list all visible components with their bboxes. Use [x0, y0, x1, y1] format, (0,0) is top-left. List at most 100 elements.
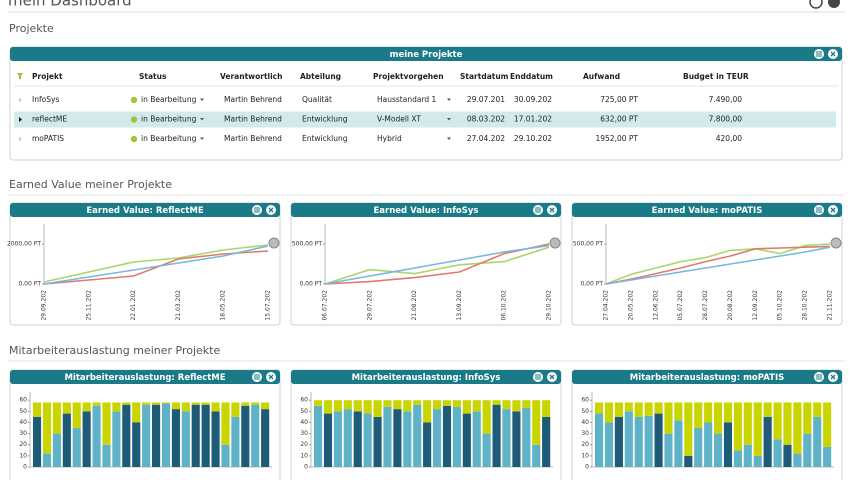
- series-line: [43, 250, 269, 285]
- bar-segment: [823, 446, 832, 467]
- y-tick-label: 20: [300, 441, 308, 448]
- bar-segment: [753, 402, 762, 456]
- bar-segment: [614, 402, 623, 417]
- bar-segment: [763, 402, 772, 417]
- bar-segment: [201, 404, 210, 467]
- table-cell: in Bearbeitung: [141, 95, 197, 104]
- x-tick-label: 20.05.202: [627, 290, 634, 321]
- bar-segment: [522, 408, 531, 467]
- bar-segment: [231, 416, 240, 467]
- bar-segment: [181, 411, 190, 467]
- panel-header: [10, 47, 842, 61]
- bar-segment: [373, 400, 382, 417]
- section-title: Earned Value meiner Projekte: [9, 178, 172, 191]
- y-tick-label: 30: [581, 430, 589, 437]
- y-tick-label: 50: [300, 408, 308, 415]
- dropdown-arrow[interactable]: [200, 118, 204, 121]
- bar-segment: [714, 433, 723, 467]
- bar-segment: [112, 411, 121, 467]
- bar-segment: [542, 416, 551, 467]
- x-tick-label: 29.10.202: [546, 290, 553, 321]
- bar-segment: [82, 402, 91, 412]
- x-tick-label: 06.10.202: [501, 290, 508, 321]
- bar-segment: [644, 415, 653, 467]
- table-cell: reflectME: [32, 115, 67, 124]
- close-icon: [830, 374, 836, 380]
- bar-segment: [753, 455, 762, 467]
- dropdown-arrow[interactable]: [200, 137, 204, 141]
- table-cell: V-Modell XT: [377, 115, 421, 124]
- y-tick-label: 500,00 PT: [292, 241, 323, 248]
- table-cell: InfoSys: [32, 95, 59, 104]
- x-tick-label: 28.10.202: [802, 290, 809, 321]
- bar-segment: [512, 400, 521, 412]
- bar-segment: [393, 400, 402, 410]
- x-tick-label: 21.11.202: [827, 290, 834, 321]
- bar-segment: [152, 402, 161, 405]
- dropdown-arrow[interactable]: [447, 118, 451, 121]
- bar-segment: [191, 404, 200, 467]
- y-tick-label: 500,00 PT: [573, 241, 604, 248]
- gauge-icon: [268, 237, 280, 249]
- bar-segment: [644, 402, 653, 416]
- settings-button[interactable]: [809, 0, 823, 9]
- series-line: [43, 245, 269, 285]
- bar-segment: [793, 453, 802, 467]
- bar-segment: [423, 422, 432, 467]
- bar-segment: [783, 402, 792, 445]
- bar-segment: [803, 433, 812, 467]
- bar-segment: [211, 411, 220, 467]
- bar-segment: [823, 402, 832, 447]
- status-dot: [130, 116, 138, 123]
- bar-segment: [102, 402, 111, 445]
- bar-segment: [604, 422, 614, 467]
- y-tick-label: 10: [581, 452, 589, 459]
- bar-segment: [171, 409, 180, 467]
- bar-segment: [763, 416, 772, 467]
- table-cell: Martin Behrend: [224, 134, 282, 143]
- table-row[interactable]: [14, 92, 836, 108]
- table-cell: Martin Behrend: [224, 95, 282, 104]
- bar-segment: [472, 411, 481, 467]
- bar-segment: [783, 444, 792, 467]
- y-tick-label: 10: [300, 452, 308, 459]
- menu-icon: [816, 51, 822, 57]
- bar-segment: [793, 402, 802, 454]
- dropdown-arrow[interactable]: [447, 137, 451, 141]
- bar-segment: [723, 422, 733, 467]
- bar-segment: [122, 402, 131, 405]
- x-tick-label: 29.07.202: [366, 290, 373, 321]
- bar-segment: [452, 400, 461, 407]
- table-cell: 632,00 PT: [600, 115, 638, 124]
- selected-row[interactable]: [14, 111, 836, 128]
- table-cell: Entwicklung: [302, 134, 348, 143]
- table-row[interactable]: [14, 131, 836, 147]
- series-line: [605, 246, 831, 285]
- series-line: [605, 245, 831, 285]
- bar-segment: [614, 416, 623, 467]
- bar-segment: [492, 404, 501, 467]
- bar-segment: [733, 402, 742, 451]
- y-tick-label: 30: [19, 430, 27, 437]
- x-tick-label: 29.09.202: [41, 290, 48, 321]
- bar-segment: [122, 404, 131, 467]
- table-cell: 7.490,00: [709, 95, 743, 104]
- bar-segment: [403, 400, 412, 412]
- bar-segment: [442, 400, 452, 406]
- y-tick-label: 20: [581, 441, 589, 448]
- bar-segment: [482, 400, 491, 434]
- bar-segment: [684, 455, 693, 467]
- dropdown-arrow[interactable]: [200, 98, 204, 102]
- bar-segment: [674, 420, 683, 467]
- bar-segment: [684, 402, 693, 456]
- y-tick-label: 40: [581, 419, 589, 426]
- user-button[interactable]: [828, 0, 840, 8]
- bar-segment: [442, 405, 452, 467]
- x-tick-label: 05.10.202: [777, 290, 784, 321]
- panel-header: [572, 370, 842, 384]
- close-icon: [268, 374, 274, 380]
- dropdown-arrow[interactable]: [447, 98, 451, 102]
- gauge-icon: [830, 237, 842, 249]
